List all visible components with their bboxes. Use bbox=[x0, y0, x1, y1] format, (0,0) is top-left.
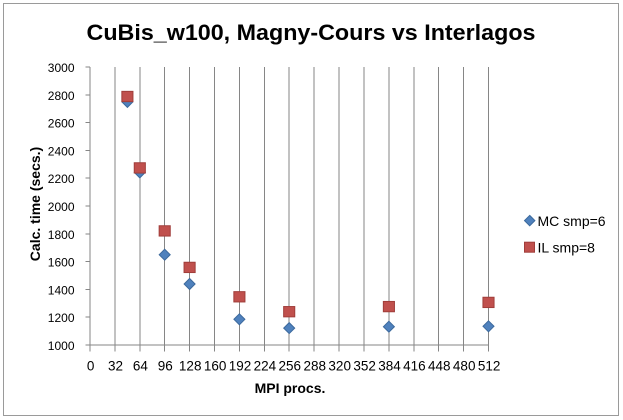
svg-text:2200: 2200 bbox=[48, 172, 75, 186]
svg-text:352: 352 bbox=[353, 358, 376, 373]
svg-text:288: 288 bbox=[304, 358, 327, 373]
svg-text:96: 96 bbox=[158, 358, 173, 373]
svg-text:2400: 2400 bbox=[48, 144, 75, 158]
svg-text:2000: 2000 bbox=[48, 200, 75, 214]
svg-text:1600: 1600 bbox=[48, 256, 75, 270]
svg-text:512: 512 bbox=[478, 358, 501, 373]
svg-text:1400: 1400 bbox=[48, 283, 75, 297]
svg-text:2800: 2800 bbox=[48, 89, 75, 103]
svg-text:1000: 1000 bbox=[48, 339, 75, 353]
svg-text:MPI procs.: MPI procs. bbox=[255, 380, 326, 396]
svg-text:32: 32 bbox=[108, 358, 123, 373]
svg-text:192: 192 bbox=[229, 358, 252, 373]
svg-text:1200: 1200 bbox=[48, 311, 75, 325]
svg-text:0: 0 bbox=[87, 358, 95, 373]
svg-text:MC smp=6: MC smp=6 bbox=[538, 213, 606, 229]
svg-text:1800: 1800 bbox=[48, 228, 75, 242]
svg-text:448: 448 bbox=[428, 358, 451, 373]
svg-text:160: 160 bbox=[204, 358, 227, 373]
svg-text:CuBis_w100, Magny-Cours vs Int: CuBis_w100, Magny-Cours vs Interlagos bbox=[87, 20, 536, 45]
svg-text:480: 480 bbox=[453, 358, 476, 373]
svg-text:3000: 3000 bbox=[48, 61, 75, 75]
svg-text:Calc. time (secs.): Calc. time (secs.) bbox=[27, 147, 43, 261]
svg-text:384: 384 bbox=[378, 358, 401, 373]
svg-text:224: 224 bbox=[254, 358, 277, 373]
svg-text:2600: 2600 bbox=[48, 117, 75, 131]
svg-text:320: 320 bbox=[328, 358, 351, 373]
svg-text:64: 64 bbox=[133, 358, 149, 373]
svg-text:128: 128 bbox=[179, 358, 202, 373]
svg-text:IL smp=8: IL smp=8 bbox=[538, 239, 596, 255]
svg-text:256: 256 bbox=[279, 358, 302, 373]
svg-text:416: 416 bbox=[403, 358, 426, 373]
